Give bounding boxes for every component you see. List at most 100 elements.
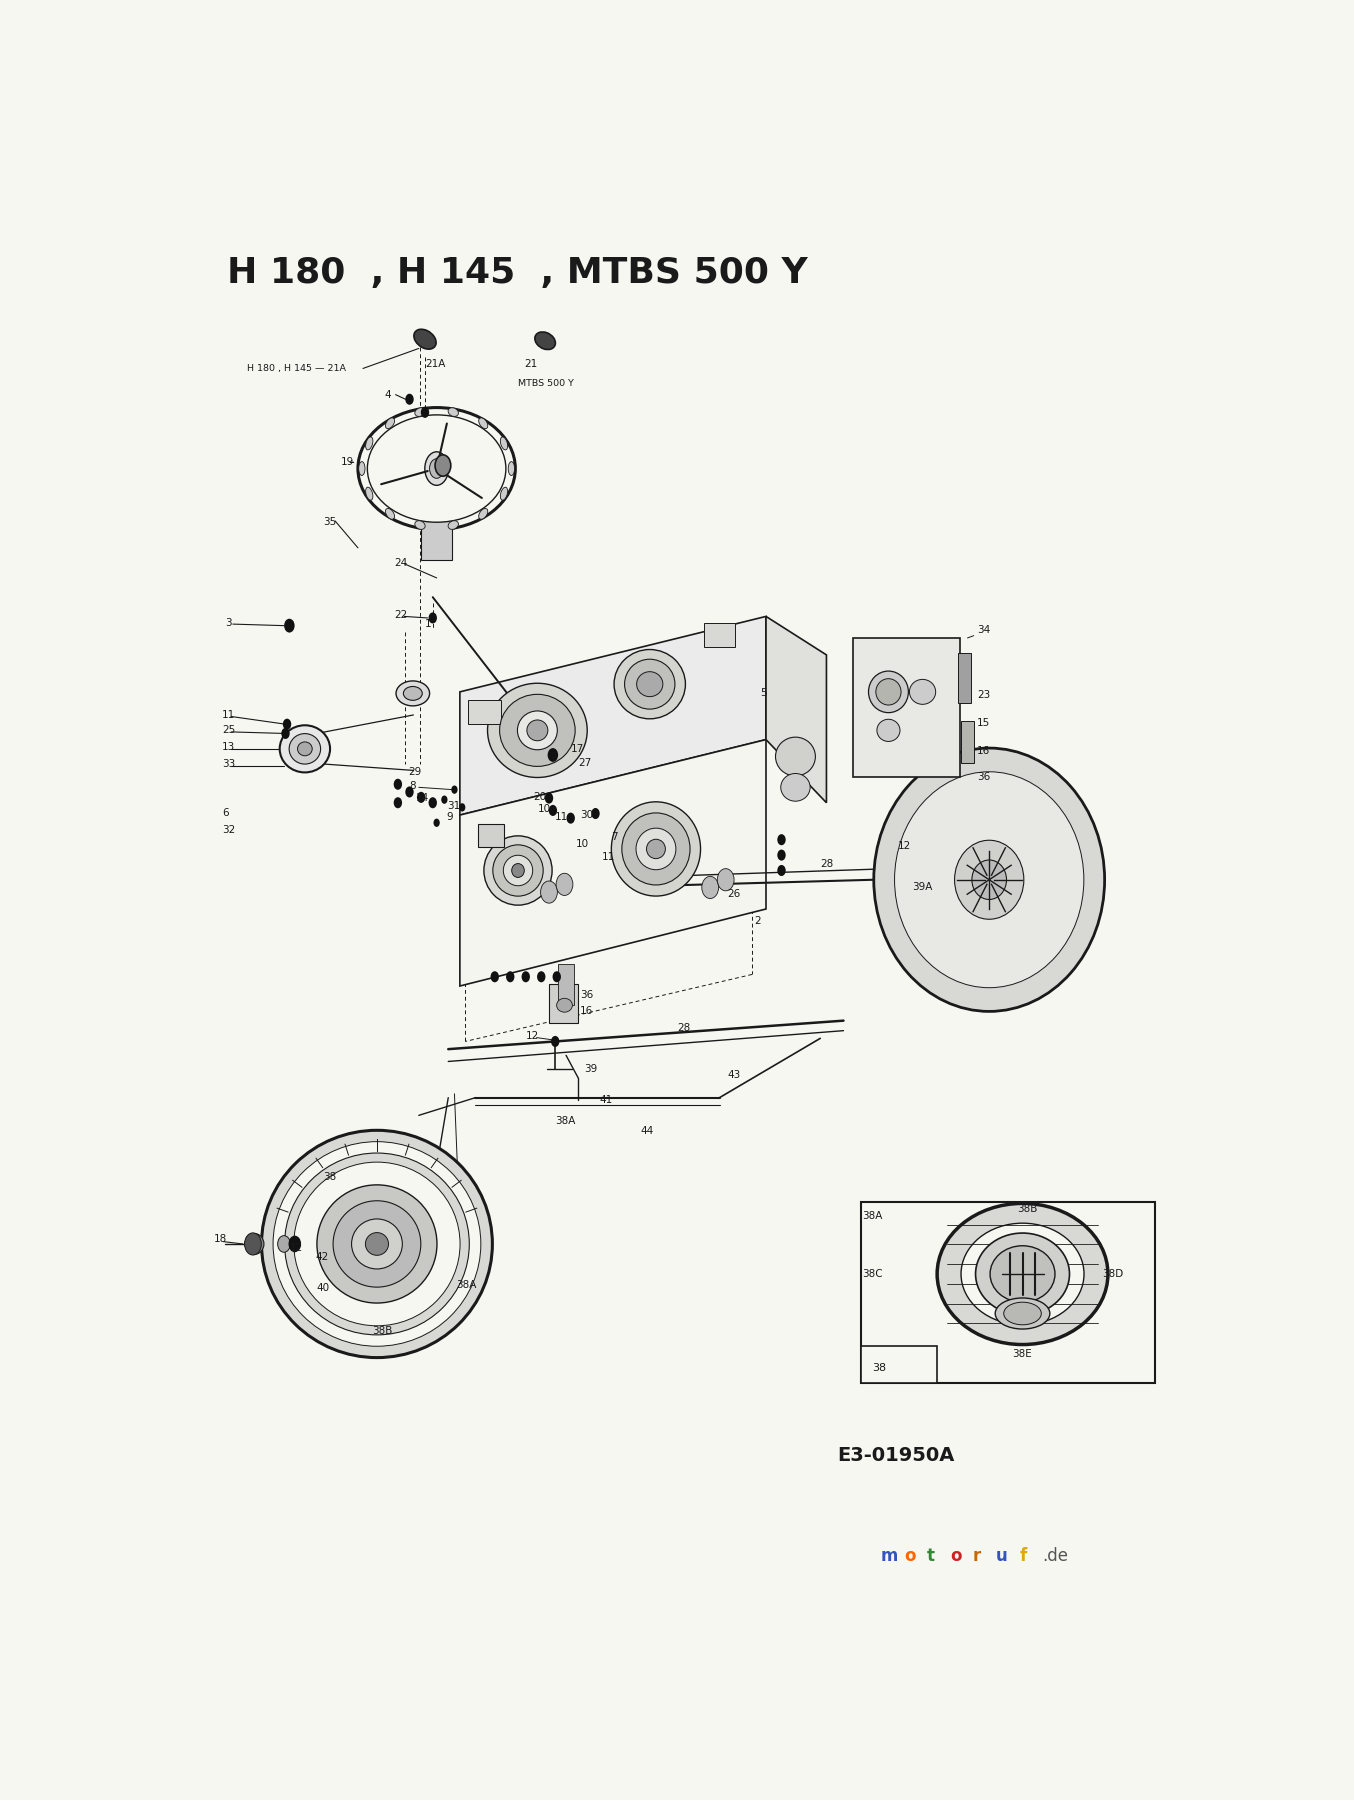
Ellipse shape bbox=[294, 1163, 460, 1327]
Ellipse shape bbox=[1003, 1301, 1041, 1325]
Text: 10: 10 bbox=[538, 805, 551, 814]
Polygon shape bbox=[460, 616, 766, 815]
Text: 38C: 38C bbox=[862, 1269, 883, 1280]
Text: o: o bbox=[951, 1546, 961, 1564]
Text: 39A: 39A bbox=[911, 882, 932, 893]
Ellipse shape bbox=[479, 418, 487, 428]
Ellipse shape bbox=[366, 437, 372, 450]
Bar bbox=[853, 637, 960, 776]
Bar bbox=[704, 623, 735, 648]
Circle shape bbox=[521, 972, 529, 983]
Text: 11: 11 bbox=[555, 812, 569, 821]
Text: 42: 42 bbox=[315, 1253, 328, 1262]
Text: 38E: 38E bbox=[1011, 1348, 1032, 1359]
Circle shape bbox=[429, 797, 437, 808]
Ellipse shape bbox=[873, 749, 1105, 1012]
Text: 12: 12 bbox=[290, 1242, 303, 1253]
Ellipse shape bbox=[937, 1204, 1108, 1345]
Ellipse shape bbox=[280, 725, 330, 772]
Circle shape bbox=[394, 779, 402, 790]
Text: 35: 35 bbox=[322, 517, 336, 527]
Ellipse shape bbox=[284, 1154, 470, 1336]
Circle shape bbox=[566, 812, 575, 824]
Text: 36: 36 bbox=[976, 772, 990, 781]
Circle shape bbox=[421, 407, 429, 418]
Ellipse shape bbox=[493, 844, 543, 896]
Circle shape bbox=[245, 1233, 261, 1255]
Ellipse shape bbox=[298, 742, 313, 756]
Bar bbox=[961, 722, 974, 763]
Ellipse shape bbox=[366, 488, 372, 500]
Ellipse shape bbox=[483, 835, 552, 905]
Ellipse shape bbox=[414, 329, 436, 349]
Ellipse shape bbox=[508, 461, 515, 475]
Bar bbox=[861, 1346, 937, 1382]
Text: 21: 21 bbox=[524, 358, 538, 369]
Circle shape bbox=[429, 612, 437, 623]
Bar bbox=[467, 700, 501, 724]
Circle shape bbox=[544, 792, 554, 803]
Ellipse shape bbox=[487, 684, 588, 778]
Text: E3-01950A: E3-01950A bbox=[837, 1447, 955, 1465]
Ellipse shape bbox=[333, 1201, 421, 1287]
Circle shape bbox=[548, 805, 556, 815]
Text: 25: 25 bbox=[222, 725, 236, 736]
Ellipse shape bbox=[317, 1184, 437, 1303]
Circle shape bbox=[417, 792, 425, 803]
Text: u: u bbox=[997, 1546, 1007, 1564]
Text: 5: 5 bbox=[760, 688, 766, 698]
Text: 21A: 21A bbox=[425, 358, 445, 369]
Text: r: r bbox=[974, 1546, 982, 1564]
Text: 33: 33 bbox=[222, 760, 236, 769]
Ellipse shape bbox=[359, 461, 366, 475]
Circle shape bbox=[405, 394, 414, 405]
Bar bbox=[558, 963, 574, 1004]
Ellipse shape bbox=[479, 508, 487, 518]
Text: 12: 12 bbox=[898, 841, 911, 851]
Text: o: o bbox=[903, 1546, 915, 1564]
Ellipse shape bbox=[500, 695, 575, 767]
Text: 38: 38 bbox=[322, 1172, 336, 1183]
Text: 27: 27 bbox=[578, 758, 592, 767]
Ellipse shape bbox=[615, 650, 685, 718]
Ellipse shape bbox=[414, 409, 425, 416]
Text: 36: 36 bbox=[580, 990, 593, 1001]
Ellipse shape bbox=[517, 711, 558, 751]
Ellipse shape bbox=[278, 1235, 290, 1253]
Text: 41: 41 bbox=[600, 1094, 612, 1105]
Bar bbox=[548, 985, 578, 1022]
Ellipse shape bbox=[876, 679, 900, 706]
Circle shape bbox=[556, 873, 573, 895]
Ellipse shape bbox=[910, 679, 936, 704]
Ellipse shape bbox=[621, 814, 691, 886]
Text: m: m bbox=[880, 1546, 898, 1564]
Text: 11: 11 bbox=[222, 709, 236, 720]
Text: f: f bbox=[1020, 1546, 1026, 1564]
Ellipse shape bbox=[877, 720, 900, 742]
Ellipse shape bbox=[868, 671, 909, 713]
Ellipse shape bbox=[501, 437, 508, 450]
Text: 43: 43 bbox=[727, 1069, 741, 1080]
Text: 39: 39 bbox=[584, 1064, 597, 1075]
Text: 4: 4 bbox=[385, 389, 391, 400]
Bar bbox=[421, 511, 452, 560]
Ellipse shape bbox=[636, 671, 663, 697]
Text: 6: 6 bbox=[222, 808, 229, 817]
Ellipse shape bbox=[386, 508, 394, 518]
Circle shape bbox=[552, 972, 561, 983]
Polygon shape bbox=[766, 616, 826, 803]
Polygon shape bbox=[460, 740, 766, 986]
Ellipse shape bbox=[245, 1233, 264, 1255]
Ellipse shape bbox=[512, 864, 524, 877]
Ellipse shape bbox=[501, 488, 508, 500]
Circle shape bbox=[777, 866, 785, 877]
Text: 7: 7 bbox=[611, 832, 617, 842]
Text: 22: 22 bbox=[394, 610, 408, 619]
Ellipse shape bbox=[895, 772, 1083, 988]
Text: 28: 28 bbox=[821, 859, 834, 869]
Ellipse shape bbox=[776, 738, 815, 776]
Circle shape bbox=[490, 972, 498, 983]
Text: 38A: 38A bbox=[456, 1280, 477, 1291]
Ellipse shape bbox=[448, 520, 459, 529]
Text: 40: 40 bbox=[317, 1283, 329, 1292]
